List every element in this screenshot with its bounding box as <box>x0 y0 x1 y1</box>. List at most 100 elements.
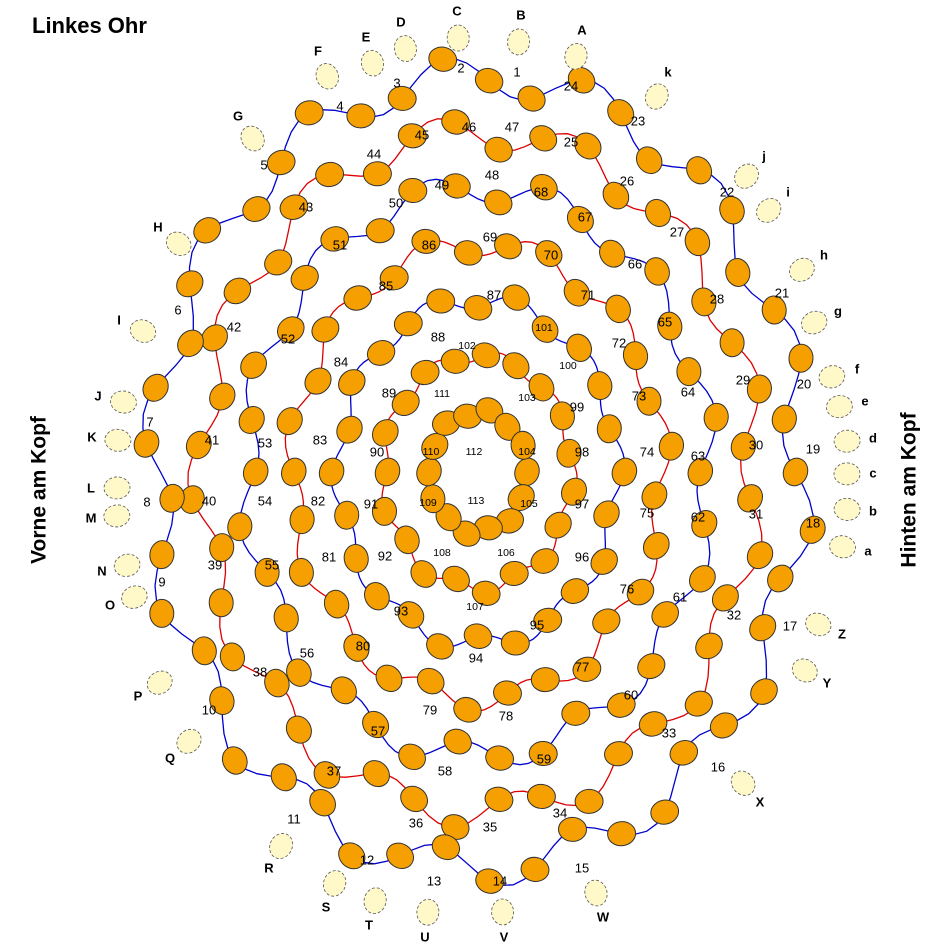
electrode <box>313 761 341 789</box>
point-label: 16 <box>711 759 725 774</box>
electrode <box>393 311 423 337</box>
reference-marker <box>564 42 588 70</box>
electrode <box>428 46 458 72</box>
point-label: 80 <box>356 638 370 653</box>
point-label: 82 <box>311 493 325 508</box>
electrode <box>510 430 536 460</box>
point-label: 36 <box>409 815 423 830</box>
point-label: 39 <box>208 557 222 572</box>
electrode <box>219 642 245 672</box>
point-label: 84 <box>334 354 348 369</box>
point-label: 81 <box>322 549 336 564</box>
electrode <box>484 786 514 812</box>
letter-label: a <box>864 543 872 558</box>
point-label: 92 <box>378 548 392 563</box>
point-label: 110 <box>423 446 440 458</box>
reference-marker <box>805 612 832 637</box>
electrode <box>421 432 449 460</box>
letter-label: K <box>87 429 97 444</box>
point-label: 28 <box>710 291 724 306</box>
point-label: 33 <box>662 725 676 740</box>
point-label: 102 <box>458 340 476 352</box>
electrode <box>669 739 699 766</box>
point-label: 13 <box>427 873 441 888</box>
electrode <box>651 601 679 628</box>
point-label: 111 <box>434 388 450 400</box>
point-label: 26 <box>620 173 634 188</box>
point-label: 83 <box>313 432 327 447</box>
point-label: 53 <box>258 435 272 450</box>
point-label: 38 <box>253 664 267 679</box>
reference-marker <box>507 28 531 56</box>
reference-marker <box>165 231 192 256</box>
electrode <box>318 457 345 487</box>
electrode <box>587 371 613 401</box>
reference-marker <box>121 585 148 609</box>
electrode <box>746 374 772 404</box>
electrode <box>142 373 169 402</box>
electrode <box>397 123 427 149</box>
point-label: 70 <box>544 247 558 262</box>
point-label: 61 <box>673 589 687 604</box>
electrode <box>346 103 376 129</box>
reference-marker <box>446 24 470 52</box>
point-label: 65 <box>658 314 672 329</box>
right-label: Hinten am Kopf <box>898 411 921 567</box>
electrode <box>606 692 636 718</box>
point-label: 79 <box>423 702 437 717</box>
point-label: 91 <box>364 496 378 511</box>
letter-label: D <box>396 14 405 29</box>
electrode <box>638 711 668 737</box>
letter-label: A <box>577 22 587 37</box>
electrode <box>375 664 403 692</box>
reference-marker <box>360 49 385 77</box>
point-label: 74 <box>640 444 654 459</box>
electrode <box>500 630 530 656</box>
electrode <box>343 543 369 573</box>
reference-marker <box>269 833 293 859</box>
point-label: 89 <box>382 385 396 400</box>
point-label: 29 <box>736 372 750 387</box>
electrode-layer <box>103 24 861 926</box>
electrode <box>411 228 441 254</box>
point-label: 94 <box>469 650 483 665</box>
letter-label: L <box>87 480 95 495</box>
electrode <box>561 700 591 726</box>
reference-marker <box>789 257 815 282</box>
point-label: 60 <box>624 687 638 702</box>
electrode <box>528 740 558 767</box>
electrode <box>761 295 787 325</box>
electrode <box>607 821 637 847</box>
reference-marker <box>110 390 137 414</box>
electrode <box>650 799 680 825</box>
electrode <box>323 589 350 619</box>
point-label: 58 <box>438 763 452 778</box>
reference-marker <box>730 770 756 796</box>
electrode <box>387 85 417 111</box>
electrode <box>371 419 399 447</box>
point-label: 18 <box>806 515 820 530</box>
point-label: 68 <box>534 184 548 199</box>
point-label: 8 <box>143 494 150 509</box>
electrode <box>593 500 620 529</box>
point-label: 10 <box>202 702 216 717</box>
reference-marker <box>103 504 131 528</box>
letter-label: c <box>869 465 876 480</box>
electrode <box>379 265 409 291</box>
electrode <box>533 607 563 633</box>
electrode <box>315 161 345 188</box>
electrode <box>374 457 401 487</box>
electrode <box>611 457 638 487</box>
point-label: 97 <box>575 496 589 511</box>
point-label: 63 <box>691 448 705 463</box>
reference-marker <box>791 658 818 683</box>
point-label: 75 <box>640 505 654 520</box>
reference-marker <box>416 898 440 926</box>
point-label: 78 <box>499 708 513 723</box>
point-label: 35 <box>483 819 497 834</box>
point-label: 41 <box>205 432 219 447</box>
point-label: 69 <box>483 229 497 244</box>
electrode <box>264 249 293 276</box>
electrode <box>362 161 392 187</box>
electrode <box>240 351 267 379</box>
